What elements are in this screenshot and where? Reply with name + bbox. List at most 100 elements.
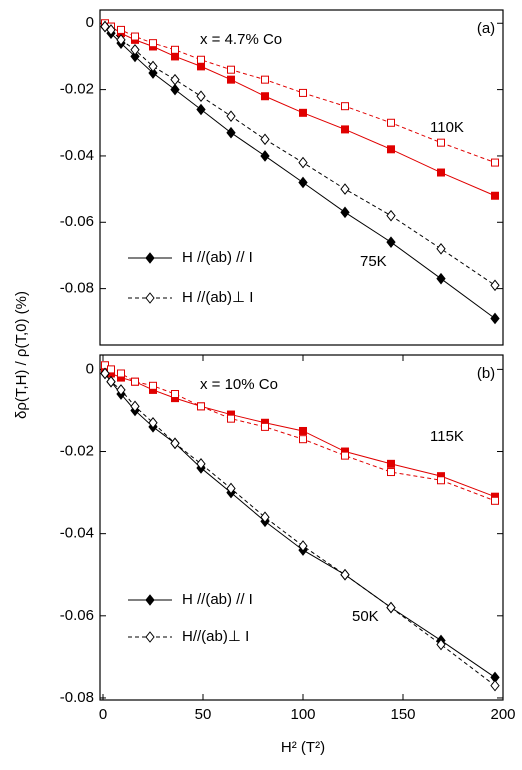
marker [260, 150, 270, 162]
marker [227, 65, 235, 74]
panel-title: x = 10% Co [200, 376, 278, 393]
y-tick-label: -0.04 [60, 525, 94, 542]
marker [386, 601, 396, 614]
y-tick-label: -0.02 [60, 442, 94, 459]
marker [170, 73, 180, 86]
marker [100, 367, 110, 380]
marker [145, 631, 155, 643]
marker [437, 138, 445, 147]
x-tick-label: 150 [390, 706, 415, 723]
marker [171, 390, 179, 399]
y-tick-label: 0 [86, 14, 94, 31]
marker [100, 20, 110, 33]
panel-title: x = 4.7% Co [200, 31, 282, 48]
series-line [104, 364, 496, 502]
series-line [104, 22, 496, 164]
marker [149, 39, 157, 48]
marker [117, 25, 125, 34]
marker [341, 451, 349, 460]
annotation: 50K [352, 608, 379, 625]
marker [490, 679, 500, 692]
marker [340, 568, 350, 581]
annotation: 110K [430, 119, 464, 136]
marker [387, 459, 395, 468]
x-axis-label: H² (T²) [281, 739, 325, 756]
marker [196, 90, 206, 103]
panel-label: (a) [477, 20, 495, 37]
legend-label: H //(ab) // I [182, 249, 253, 266]
marker [298, 176, 308, 189]
marker [196, 458, 206, 470]
marker [299, 435, 307, 444]
marker [299, 88, 307, 97]
marker [387, 118, 395, 127]
legend-label: H//(ab)⊥ I [182, 628, 249, 645]
marker [171, 52, 179, 61]
marker [117, 369, 125, 378]
marker [145, 292, 155, 304]
marker [130, 44, 140, 56]
marker [341, 125, 349, 134]
x-tick-label: 100 [290, 706, 315, 723]
marker [130, 400, 140, 413]
marker [491, 496, 499, 505]
y-tick-label: 0 [86, 360, 94, 377]
marker [261, 75, 269, 84]
marker [145, 594, 155, 606]
series-line [104, 373, 496, 678]
annotation: 115K [430, 428, 464, 445]
marker [130, 50, 140, 63]
y-tick-label: -0.02 [60, 81, 94, 98]
marker [341, 102, 349, 111]
marker [197, 55, 205, 64]
marker [261, 422, 269, 431]
marker [131, 32, 139, 41]
marker [226, 110, 236, 122]
x-tick-label: 0 [99, 706, 107, 723]
marker [260, 511, 270, 524]
marker [299, 426, 307, 435]
marker [148, 416, 158, 429]
marker [116, 34, 126, 46]
marker [171, 45, 179, 54]
marker [436, 243, 446, 255]
marker [340, 206, 350, 219]
marker [170, 437, 180, 450]
marker [106, 375, 116, 388]
y-tick-label: -0.08 [60, 280, 94, 297]
marker [131, 377, 139, 386]
marker [170, 83, 180, 96]
marker [387, 468, 395, 477]
plot-frame [99, 354, 504, 701]
y-tick-label: -0.04 [60, 147, 94, 164]
legend-label: H //(ab) // I [182, 591, 253, 608]
marker [107, 365, 115, 374]
marker [299, 108, 307, 117]
plot-frame [99, 9, 504, 346]
marker [437, 168, 445, 177]
series-line [104, 373, 496, 687]
marker [226, 126, 236, 139]
marker [386, 236, 396, 248]
marker [387, 145, 395, 154]
x-tick-label: 200 [490, 706, 515, 723]
y-tick-label: -0.06 [60, 607, 94, 624]
marker [227, 75, 235, 84]
y-tick-label: -0.08 [60, 689, 94, 706]
marker [196, 103, 206, 116]
marker [437, 476, 445, 485]
marker [197, 62, 205, 71]
marker [490, 312, 500, 325]
marker [491, 191, 499, 200]
marker [491, 158, 499, 167]
marker [149, 381, 157, 390]
marker [148, 67, 158, 79]
marker [340, 183, 350, 195]
series-line [104, 26, 496, 319]
marker [490, 279, 500, 292]
x-tick-label: 50 [195, 706, 212, 723]
series-line [104, 26, 496, 286]
marker [386, 209, 396, 222]
marker [260, 133, 270, 146]
